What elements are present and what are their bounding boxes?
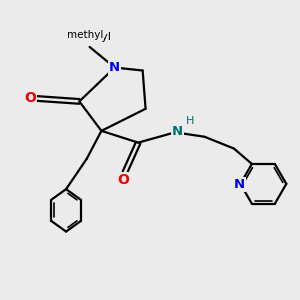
Text: methyl: methyl	[72, 32, 111, 42]
Text: N: N	[233, 178, 244, 191]
Text: methyl: methyl	[67, 30, 104, 40]
Text: O: O	[118, 173, 129, 187]
Text: O: O	[24, 91, 36, 105]
Text: H: H	[186, 116, 194, 126]
Text: N: N	[109, 61, 120, 74]
Text: N: N	[172, 125, 183, 138]
